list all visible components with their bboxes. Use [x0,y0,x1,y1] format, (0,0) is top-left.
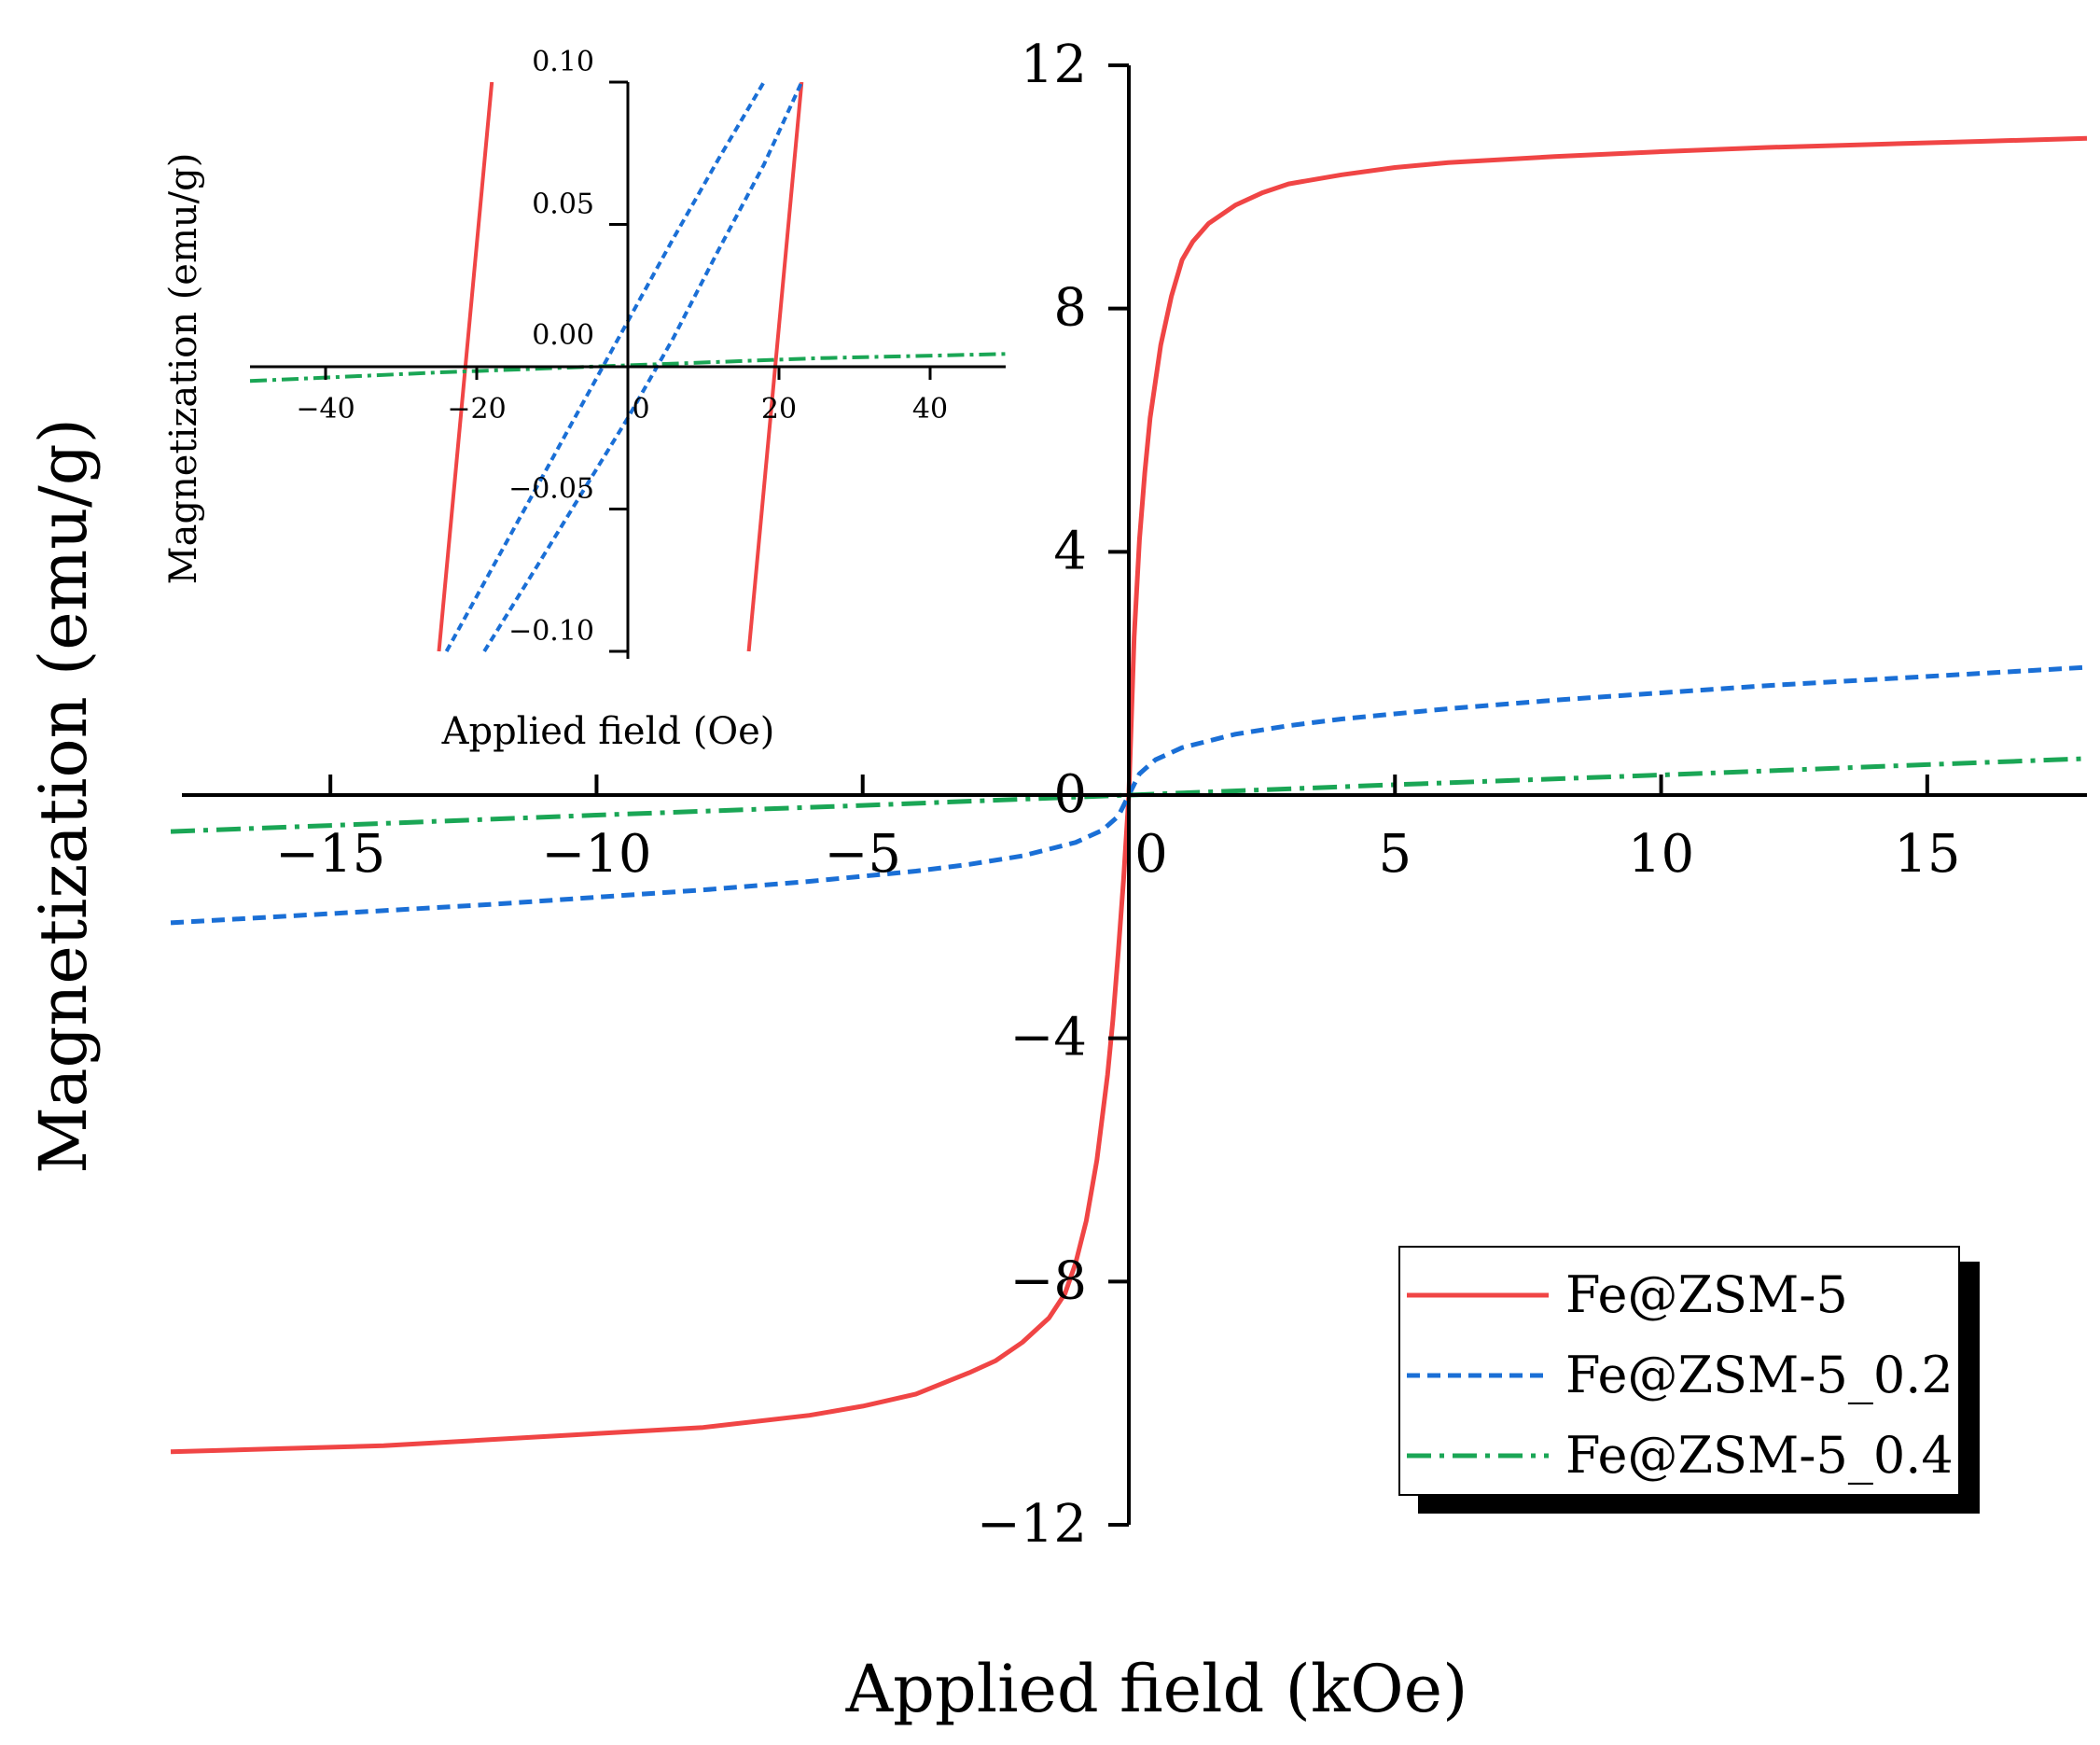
main-x-tick-label: 0 [1134,824,1168,885]
inset-x-tick-label: 0 [632,393,649,426]
legend-box [1398,1246,1960,1496]
main-x-axis-title: Applied field (kOe) [845,1651,1468,1727]
inset-y-tick-label: 0.05 [532,188,594,221]
main-y-tick-label: 0 [1053,764,1087,825]
inset-y-tick-label: 0.00 [532,319,594,352]
inset-x-tick-label: −40 [296,393,355,426]
main-series-line-3 [170,756,2088,834]
legend-items: Fe@ZSM-5 Fe@ZSM-5_0.2 Fe@ZSM-5_0.4 [1407,1265,1954,1485]
main-x-tick-label: −5 [824,824,901,885]
main-y-tick-label: −8 [1009,1250,1087,1311]
main-y-tick-label: 12 [1021,35,1087,95]
main-y-axis-title: Magnetization (emu/g) [25,418,102,1174]
inset-axes: −40 −20 0 20 40 −0.10 −0.05 0.00 0.05 0.10 [250,46,1006,659]
main-x-tick-label: 10 [1628,824,1694,885]
inset-x-tick-label: 20 [761,393,797,426]
main-y-tick-label: 8 [1053,278,1087,339]
main-x-tick-label: −15 [275,824,385,885]
main-y-tick-label: −4 [1009,1008,1087,1068]
legend-label-3: Fe@ZSM-5_0.4 [1565,1426,1954,1485]
inset-x-axis-title: Applied field (Oe) [441,710,775,753]
legend-label-1: Fe@ZSM-5 [1565,1265,1848,1324]
main-x-tick-label: −10 [541,824,651,885]
main-x-tick-label: 5 [1378,824,1412,885]
main-y-tick-label: 4 [1053,521,1087,581]
inset-x-tick-label: 40 [912,393,948,426]
legend-label-2: Fe@ZSM-5_0.2 [1565,1346,1954,1404]
inset-series-line-2-branch-2 [482,81,804,653]
main-y-tick-label: −12 [977,1494,1087,1555]
main-x-tick-label: 15 [1894,824,1960,885]
inset-y-axis-title: Magnetization (emu/g) [162,153,205,585]
inset-chart: −40 −20 0 20 40 −0.10 −0.05 0.00 0.05 0.10 Applie… [162,46,1007,753]
legend: Fe@ZSM-5 Fe@ZSM-5_0.2 Fe@ZSM-5_0.4 [1398,1246,1980,1514]
inset-y-tick-label: −0.10 [508,615,594,648]
inset-series-line-2-branch-1 [444,80,766,652]
inset-y-tick-label: 0.10 [532,46,594,78]
inset-y-tick-label: −0.05 [508,473,594,506]
inset-x-tick-label: −20 [447,393,506,426]
